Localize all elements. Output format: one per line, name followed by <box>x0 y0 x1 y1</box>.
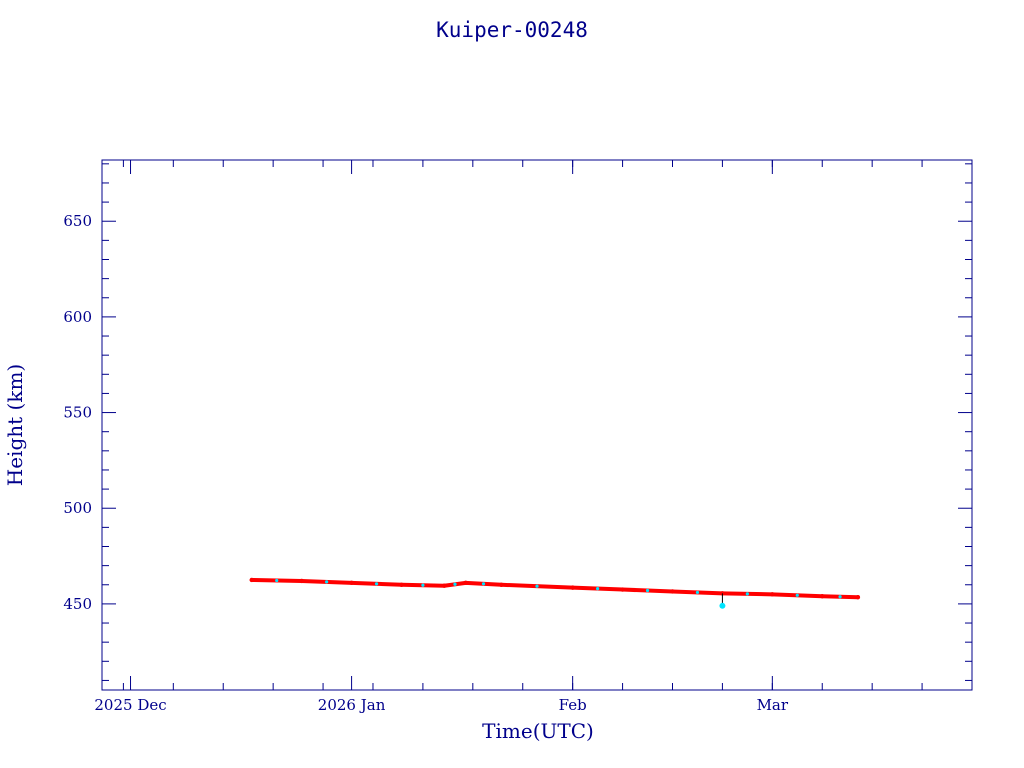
sample-point <box>453 582 457 586</box>
sample-point <box>535 584 539 588</box>
data-point <box>770 592 775 597</box>
data-point <box>570 585 575 590</box>
annotation-layer <box>719 593 726 609</box>
data-point <box>820 594 825 599</box>
outlier-point <box>719 602 726 609</box>
sample-point <box>421 583 425 587</box>
y-tick-label: 450 <box>63 595 92 613</box>
y-tick-label: 500 <box>63 499 92 517</box>
x-tick-label: 2025 Dec <box>94 696 166 714</box>
data-point <box>499 582 504 587</box>
y-tick-label: 600 <box>63 308 92 326</box>
sample-point <box>275 578 279 583</box>
sample-point <box>745 592 749 596</box>
data-point <box>855 595 861 600</box>
series-line <box>249 577 860 600</box>
data-point <box>463 580 468 586</box>
data-point <box>620 587 625 592</box>
sample-point <box>695 590 700 595</box>
data-point <box>299 578 304 584</box>
data-point <box>442 583 447 588</box>
sample-point <box>795 593 799 597</box>
x-tick-label: 2026 Jan <box>318 696 386 714</box>
y-axis: 450 500 550 600 650 <box>63 163 972 681</box>
data-point <box>670 589 675 594</box>
data-point <box>249 577 254 583</box>
sample-point <box>374 582 379 586</box>
data-point <box>349 580 354 586</box>
x-axis: 2025 Dec 2026 Jan Feb Mar <box>94 160 973 714</box>
sample-point <box>596 586 600 591</box>
y-tick-label: 550 <box>63 404 92 422</box>
plot-frame <box>101 159 973 691</box>
x-tick-label: Mar <box>757 696 789 714</box>
sample-point <box>645 588 650 593</box>
sample-point <box>481 582 486 586</box>
x-axis-label: Time(UTC) <box>482 719 594 743</box>
x-tick-label: Feb <box>559 696 587 714</box>
data-point <box>399 582 404 587</box>
series-layer <box>249 577 861 600</box>
sample-point <box>838 595 842 599</box>
chart-title: Kuiper-00248 <box>436 18 588 42</box>
y-axis-label: Height (km) <box>3 364 27 486</box>
y-tick-label: 650 <box>63 212 92 230</box>
sample-point <box>325 580 329 584</box>
